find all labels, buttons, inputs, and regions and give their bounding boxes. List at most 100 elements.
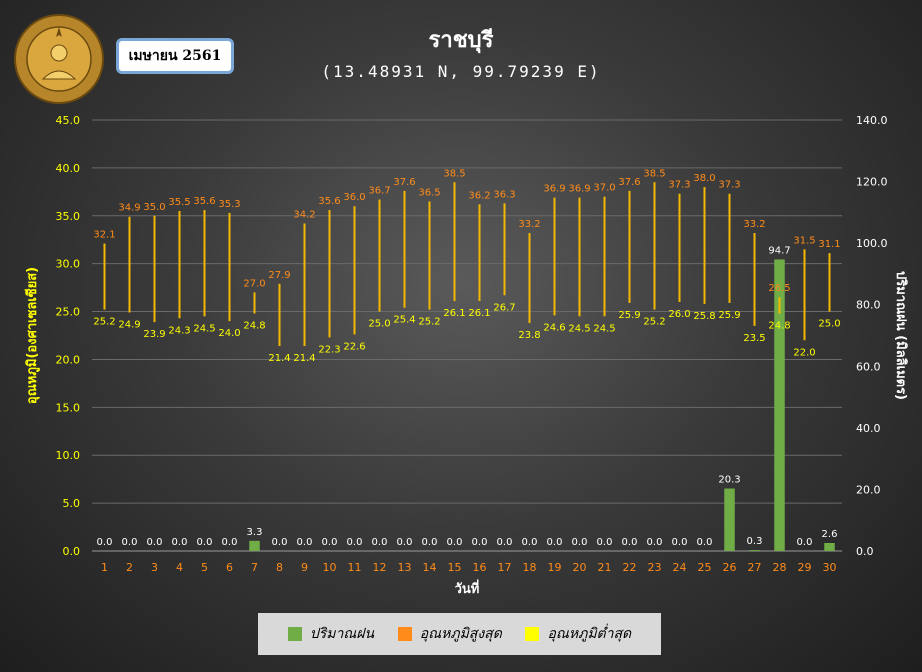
tmin-data-label: 25.9 <box>618 310 640 321</box>
tmax-data-label: 38.0 <box>693 173 715 184</box>
tmin-data-label: 25.2 <box>418 317 440 328</box>
rain-data-label: 0.0 <box>347 537 363 548</box>
chart-title: ราชบุรี <box>428 28 494 53</box>
rain-data-label: 0.0 <box>272 537 288 548</box>
x-tick-label: 8 <box>276 561 283 574</box>
tmin-data-label: 22.0 <box>793 347 815 358</box>
x-tick-label: 26 <box>723 561 737 574</box>
tmin-data-label: 24.8 <box>768 320 790 331</box>
tmin-data-label: 22.6 <box>343 342 365 353</box>
meteorological-department-logo <box>13 13 105 109</box>
chart-subtitle: (13.48931 N, 99.79239 E) <box>321 62 601 81</box>
x-tick-label: 13 <box>398 561 412 574</box>
tmin-data-label: 23.8 <box>518 330 540 341</box>
tmax-data-label: 32.1 <box>93 230 115 241</box>
rain-data-label: 0.3 <box>747 536 763 547</box>
x-tick-label: 27 <box>748 561 762 574</box>
rain-data-label: 0.0 <box>622 537 638 548</box>
rain-bar <box>774 259 785 551</box>
x-tick-label: 28 <box>773 561 787 574</box>
y-right-tick-label: 100.0 <box>856 237 888 250</box>
x-tick-label: 12 <box>373 561 387 574</box>
legend-swatch-rain <box>287 627 302 641</box>
rain-data-label: 0.0 <box>197 537 213 548</box>
x-tick-label: 21 <box>598 561 612 574</box>
legend-label-tmin: อุณหภูมิต่ำสุด <box>547 626 632 642</box>
tmax-data-label: 33.2 <box>743 219 765 230</box>
rain-data-label: 0.0 <box>797 537 813 548</box>
y-right-tick-label: 80.0 <box>856 299 881 312</box>
rain-data-label: 0.0 <box>447 537 463 548</box>
tmax-data-label: 36.9 <box>568 184 590 195</box>
rain-data-label: 0.0 <box>522 537 538 548</box>
tmax-data-label: 38.5 <box>443 168 465 179</box>
tmin-data-label: 26.1 <box>443 308 465 319</box>
rain-data-label: 0.0 <box>547 537 563 548</box>
y-left-tick-label: 45.0 <box>56 114 81 127</box>
x-tick-label: 11 <box>348 561 362 574</box>
x-tick-label: 22 <box>623 561 637 574</box>
rain-data-label: 0.0 <box>97 537 113 548</box>
tmin-data-label: 24.5 <box>568 323 590 334</box>
tmax-data-label: 31.5 <box>793 235 815 246</box>
tmin-data-label: 24.3 <box>168 325 190 336</box>
tmax-data-label: 37.3 <box>668 180 690 191</box>
x-tick-label: 17 <box>498 561 512 574</box>
rain-data-label: 0.0 <box>397 537 413 548</box>
x-tick-label: 30 <box>823 561 837 574</box>
tmin-data-label: 25.2 <box>643 317 665 328</box>
tmax-data-label: 36.0 <box>343 192 365 203</box>
x-tick-label: 14 <box>423 561 437 574</box>
tmax-data-label: 36.2 <box>468 190 490 201</box>
tmin-data-label: 25.8 <box>693 311 715 322</box>
rain-data-label: 3.3 <box>247 527 263 538</box>
y-left-tick-label: 30.0 <box>56 258 81 271</box>
rain-bar <box>824 542 835 551</box>
tmax-data-label: 35.0 <box>143 202 165 213</box>
tmax-data-label: 37.6 <box>393 177 415 188</box>
tmin-data-label: 23.9 <box>143 329 165 340</box>
tmax-data-label: 38.5 <box>643 168 665 179</box>
rain-data-label: 0.0 <box>572 537 588 548</box>
x-tick-label: 2 <box>126 561 133 574</box>
tmin-data-label: 24.5 <box>193 323 215 334</box>
x-tick-label: 7 <box>251 561 258 574</box>
rain-data-label: 0.0 <box>122 537 138 548</box>
rain-data-label: 0.0 <box>597 537 613 548</box>
tmax-data-label: 27.9 <box>268 270 290 281</box>
rain-data-label: 0.0 <box>172 537 188 548</box>
legend-label-tmax: อุณหภูมิสูงสุด <box>419 626 502 642</box>
legend-swatch-tmin <box>525 627 540 641</box>
x-tick-label: 18 <box>523 561 537 574</box>
rain-data-label: 0.0 <box>472 537 488 548</box>
y-right-tick-label: 20.0 <box>856 483 881 496</box>
x-tick-label: 25 <box>698 561 712 574</box>
tmax-data-label: 35.6 <box>193 196 215 207</box>
x-tick-label: 29 <box>798 561 812 574</box>
y-left-tick-label: 40.0 <box>56 162 81 175</box>
rain-data-label: 0.0 <box>297 537 313 548</box>
tmax-data-label: 31.1 <box>818 239 840 250</box>
rain-bar <box>724 488 735 551</box>
y-right-tick-label: 60.0 <box>856 360 881 373</box>
tmin-data-label: 24.6 <box>543 322 565 333</box>
rain-data-label: 94.7 <box>768 245 790 256</box>
x-tick-label: 23 <box>648 561 662 574</box>
x-tick-label: 9 <box>301 561 308 574</box>
tmin-data-label: 25.0 <box>368 319 390 330</box>
y-right-tick-label: 120.0 <box>856 176 888 189</box>
tmin-data-label: 24.0 <box>218 328 240 339</box>
legend-item-rain: ปริมาณฝน <box>287 623 374 645</box>
tmax-data-label: 27.0 <box>243 278 265 289</box>
tmin-data-label: 23.5 <box>743 333 765 344</box>
rain-data-label: 0.0 <box>147 537 163 548</box>
month-label: เมษายน 2561 <box>116 38 234 74</box>
legend-item-tmin: อุณหภูมิต่ำสุด <box>525 623 631 645</box>
rain-data-label: 0.0 <box>422 537 438 548</box>
tmax-data-label: 33.2 <box>518 219 540 230</box>
y-left-tick-label: 35.0 <box>56 210 81 223</box>
tmax-data-label: 36.7 <box>368 185 390 196</box>
y-left-tick-label: 0.0 <box>63 545 81 558</box>
y-left-tick-label: 15.0 <box>56 401 81 414</box>
